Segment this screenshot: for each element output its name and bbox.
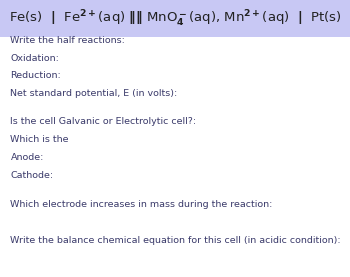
Text: Fe(s)  $\mathbf{|}$  Fe$\mathbf{^{2+}}$(aq) $\mathbf{\|\|}$ MnO$\mathbf{_4^-}$(a: Fe(s) $\mathbf{|}$ Fe$\mathbf{^{2+}}$(aq… (9, 9, 341, 29)
FancyBboxPatch shape (0, 0, 350, 37)
Text: Cathode:: Cathode: (10, 171, 54, 179)
Text: Is the cell Galvanic or Electrolytic cell?:: Is the cell Galvanic or Electrolytic cel… (10, 117, 197, 126)
Text: Write the balance chemical equation for this cell (in acidic condition):: Write the balance chemical equation for … (10, 237, 341, 245)
Text: Reduction:: Reduction: (10, 71, 61, 80)
Text: Oxidation:: Oxidation: (10, 54, 60, 63)
Text: Write the half reactions:: Write the half reactions: (10, 36, 125, 45)
Text: Which is the: Which is the (10, 135, 69, 144)
Text: Anode:: Anode: (10, 153, 44, 162)
Text: Which electrode increases in mass during the reaction:: Which electrode increases in mass during… (10, 201, 273, 209)
Text: Net standard potential, E (in volts):: Net standard potential, E (in volts): (10, 89, 178, 98)
